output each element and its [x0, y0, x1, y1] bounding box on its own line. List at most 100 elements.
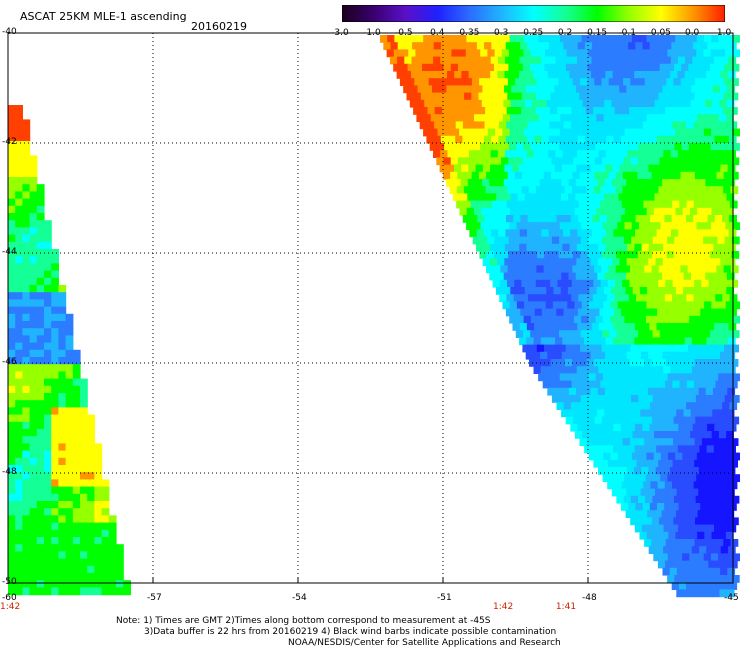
swath-cell — [444, 143, 452, 151]
swath-cell — [568, 387, 577, 396]
swath-cell — [711, 114, 720, 122]
swath-cell — [713, 546, 722, 554]
swath-cell — [723, 78, 732, 86]
swath-cell — [662, 164, 671, 173]
swath-cell — [625, 114, 633, 122]
swath-cell — [516, 35, 525, 43]
swath-cell — [636, 481, 644, 490]
swath-cell — [407, 78, 415, 86]
swath-cell — [8, 184, 16, 192]
swath-cell — [707, 229, 715, 238]
swath-cell — [714, 121, 723, 130]
swath-cell — [437, 128, 446, 137]
swath-cell — [624, 35, 633, 43]
swath-cell — [58, 321, 67, 329]
swath-cell — [58, 486, 67, 495]
swath-cell — [401, 35, 410, 43]
swath-cell — [490, 164, 498, 173]
swath-cell — [461, 150, 470, 158]
swath-cell — [601, 416, 610, 425]
swath-cell — [709, 438, 717, 446]
swath-cell — [677, 164, 685, 173]
swath-cell — [58, 371, 67, 380]
swath-cell — [44, 270, 52, 279]
swath-cell — [666, 171, 674, 180]
swath-cell — [731, 575, 740, 583]
swath-cell — [513, 200, 522, 209]
swath-cell — [8, 529, 16, 538]
swath-cell — [608, 92, 616, 101]
swath-cell — [620, 135, 629, 144]
swath-cell — [691, 467, 700, 475]
swath-cell — [707, 402, 716, 410]
swath-cell — [663, 323, 672, 331]
swath-cell — [413, 92, 422, 101]
swath-cell — [58, 457, 67, 466]
swath-cell — [478, 92, 487, 101]
swath-cell — [607, 107, 616, 115]
swath-cell — [620, 42, 629, 50]
swath-cell — [571, 107, 580, 115]
swath-cell — [472, 143, 481, 151]
swath-cell — [587, 251, 596, 259]
swath-cell — [710, 395, 719, 403]
swath-cell — [479, 157, 488, 166]
swath-cell — [604, 351, 613, 360]
swath-cell — [546, 193, 555, 202]
swath-cell — [701, 279, 710, 288]
swath-cell — [8, 501, 16, 509]
swath-cell — [630, 157, 639, 166]
swath-cell — [581, 373, 590, 382]
swath-cell — [523, 143, 532, 151]
swath-cell — [589, 99, 598, 108]
swath-cell — [101, 573, 110, 581]
swath-cell — [603, 207, 612, 216]
swath-cell — [616, 157, 625, 166]
swath-cell — [680, 171, 689, 180]
swath-cell — [481, 99, 490, 108]
swath-cell — [455, 42, 464, 50]
swath-cell — [597, 85, 606, 94]
swath-cell — [656, 423, 665, 432]
swath-cell — [647, 193, 656, 202]
swath-cell — [708, 380, 717, 389]
swath-cell — [72, 349, 81, 358]
swath-cell — [507, 279, 515, 288]
swath-cell — [666, 517, 674, 526]
swath-cell — [522, 78, 531, 86]
swath-cell — [690, 589, 699, 598]
swath-cell — [58, 522, 67, 531]
swath-cell — [22, 587, 31, 596]
swath-cell — [496, 193, 504, 202]
swath-cell — [579, 279, 587, 288]
swath-cell — [664, 42, 672, 50]
swath-cell — [686, 582, 694, 590]
pass-time-label: 1:42 — [0, 602, 21, 612]
swath-cell — [659, 517, 667, 526]
swath-cell — [558, 265, 566, 274]
swath-cell — [15, 263, 23, 272]
swath-cell — [558, 251, 567, 259]
swath-cell — [719, 272, 728, 281]
swath-cell — [8, 119, 16, 128]
swath-cell — [696, 49, 704, 58]
swath-cell — [51, 299, 59, 308]
swath-cell — [676, 272, 685, 281]
swath-cell — [519, 71, 527, 79]
swath-cell — [551, 78, 559, 86]
swath-cell — [616, 495, 625, 504]
swath-cell — [531, 114, 540, 122]
swath-cell — [581, 207, 590, 216]
swath-cell — [36, 493, 45, 502]
swath-cell — [80, 378, 88, 387]
swath-cell — [562, 337, 571, 346]
swath-cell — [689, 222, 698, 230]
swath-cell — [696, 553, 705, 562]
swath-cell — [568, 409, 577, 418]
swath-cell — [551, 157, 560, 166]
swath-cell — [696, 452, 705, 461]
swath-cell — [580, 416, 588, 425]
swath-cell — [501, 63, 509, 72]
swath-cell — [619, 467, 628, 475]
swath-cell — [58, 479, 67, 488]
